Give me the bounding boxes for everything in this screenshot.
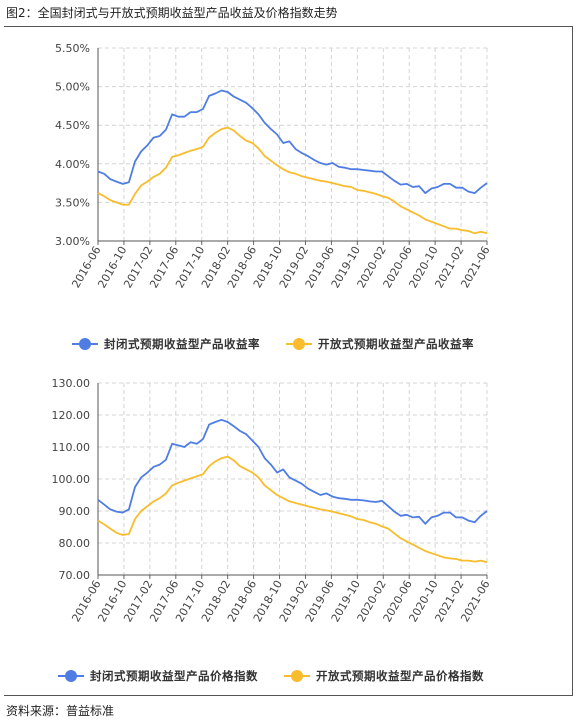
legend-item-open-yield[interactable]: 开放式预期收益型产品收益率 — [286, 336, 474, 352]
legend-marker-open — [284, 670, 310, 682]
source-note: 资料来源：普益标准 — [6, 704, 115, 718]
legend-label-open-yield: 开放式预期收益型产品收益率 — [318, 337, 474, 351]
y-tick-label: 110.00 — [52, 441, 91, 454]
chart-frame — [4, 26, 573, 695]
legend-label-closed-index: 封闭式预期收益型产品价格指数 — [90, 669, 258, 683]
y-tick-label: 80.00 — [59, 537, 91, 550]
y-tick-label: 130.00 — [52, 377, 91, 390]
y-tick-label: 5.00% — [55, 81, 90, 94]
bottom-rule — [4, 695, 573, 696]
yield-chart-legend: 封闭式预期收益型产品收益率 开放式预期收益型产品收益率 — [72, 336, 474, 352]
legend-item-open-index[interactable]: 开放式预期收益型产品价格指数 — [284, 668, 484, 684]
y-tick-label: 3.00% — [55, 235, 90, 248]
y-tick-label: 5.50% — [55, 42, 90, 55]
legend-marker-closed — [72, 338, 98, 350]
y-tick-label: 4.50% — [55, 119, 90, 132]
legend-label-closed-yield: 封闭式预期收益型产品收益率 — [104, 337, 260, 351]
y-tick-label: 70.00 — [59, 569, 91, 582]
legend-marker-closed — [58, 670, 84, 682]
legend-label-open-index: 开放式预期收益型产品价格指数 — [316, 669, 484, 683]
series-line-0 — [97, 89, 488, 195]
y-tick-label: 3.50% — [55, 196, 90, 209]
y-tick-label: 4.00% — [55, 158, 90, 171]
legend-marker-open — [286, 338, 312, 350]
y-tick-label: 120.00 — [52, 409, 91, 422]
series-line-1 — [97, 126, 488, 235]
y-tick-label: 100.00 — [52, 473, 91, 486]
y-tick-label: 90.00 — [59, 505, 91, 518]
price-chart-legend: 封闭式预期收益型产品价格指数 开放式预期收益型产品价格指数 — [58, 668, 484, 684]
legend-item-closed-index[interactable]: 封闭式预期收益型产品价格指数 — [58, 668, 258, 684]
legend-item-closed-yield[interactable]: 封闭式预期收益型产品收益率 — [72, 336, 260, 352]
series-line-1 — [97, 455, 488, 564]
series-line-0 — [97, 418, 488, 525]
price-index-line-chart: 130.00120.00110.00100.0090.0080.0070.002… — [52, 377, 493, 624]
yield-line-chart: 5.50%5.00%4.50%4.00%3.50%3.00%2016-06201… — [55, 42, 493, 290]
figure-title: 图2：全国封闭式与开放式预期收益型产品收益及价格指数走势 — [6, 6, 338, 20]
